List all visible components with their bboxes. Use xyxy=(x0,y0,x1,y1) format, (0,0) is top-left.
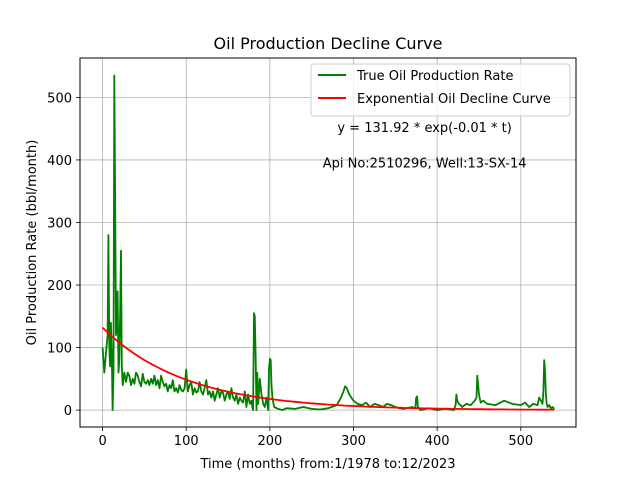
x-tick-label: 400 xyxy=(425,434,450,449)
x-tick-label: 500 xyxy=(508,434,533,449)
axes-ticks: 0 100 200 300 400 500 0 100 200 300 400 500 xyxy=(47,91,533,449)
series-line-decline-curve xyxy=(101,326,555,411)
legend: True Oil Production Rate Exponential Oil… xyxy=(310,63,571,117)
y-axis-label: Oil Production Rate (bbl/month) xyxy=(25,140,40,346)
legend-label-decline-curve: Exponential Oil Decline Curve xyxy=(357,92,551,107)
x-tick-label: 200 xyxy=(257,434,282,449)
x-axis-label: Time (months) from:1/1978 to:12/2023 xyxy=(199,457,455,472)
y-tick-label: 300 xyxy=(47,216,72,231)
y-tick-label: 200 xyxy=(47,279,72,294)
plot-area-frame xyxy=(79,57,577,428)
y-tick-label: 100 xyxy=(47,342,72,357)
well-info-annotation: Api No:2510296, Well:13-SX-14 xyxy=(323,156,527,171)
chart-title: Oil Production Decline Curve xyxy=(214,34,443,53)
x-tick-label: 100 xyxy=(174,434,199,449)
y-tick-label: 500 xyxy=(47,91,72,106)
x-tick-label: 300 xyxy=(341,434,366,449)
grid xyxy=(80,58,576,427)
legend-box xyxy=(310,63,571,117)
legend-label-true-rate: True Oil Production Rate xyxy=(356,69,513,84)
y-tick-label: 0 xyxy=(64,404,72,419)
series-layer xyxy=(101,74,555,412)
x-tick-label: 0 xyxy=(98,434,106,449)
equation-annotation: y = 131.92 * exp(-0.01 * t) xyxy=(337,121,511,136)
series-line-true-rate xyxy=(101,74,555,412)
y-tick-label: 400 xyxy=(47,154,72,169)
